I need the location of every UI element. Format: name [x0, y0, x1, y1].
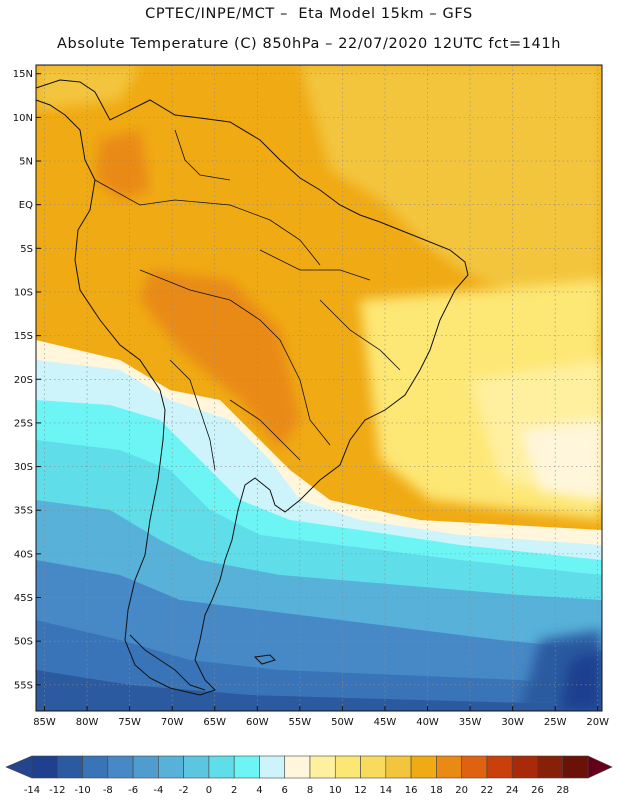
lat-label: 50S [14, 637, 33, 648]
lon-label: 60W [246, 717, 269, 728]
colorbar-over-arrow [587, 755, 613, 779]
lon-label: 45W [374, 717, 397, 728]
lat-label: 30S [14, 462, 33, 473]
field-deepest-southeast [560, 650, 602, 711]
colorbar-box [158, 755, 184, 779]
lon-label: 35W [459, 717, 482, 728]
colorbar-box [537, 755, 564, 779]
field-atlantic-warm [300, 65, 602, 330]
lat-label: 45S [14, 593, 33, 604]
temperature-field [36, 65, 602, 711]
map-title-line2: Absolute Temperature (C) 850hPa – 22/07/… [57, 36, 561, 52]
colorbar-box [107, 755, 134, 779]
lat-label: 15S [14, 331, 33, 342]
lon-label: 75W [118, 717, 141, 728]
colorbar-label: 26 [531, 785, 544, 796]
colorbar-label: 6 [282, 785, 288, 796]
colorbar-box [208, 755, 235, 779]
colorbar-label: 4 [256, 785, 262, 796]
longitude-axis: 85W 80W 75W 70W 65W 60W 55W 50W 45W 40W 35W 30W 25W 2… [33, 706, 609, 728]
country-borders [94, 129, 401, 471]
colorbar-label: -14 [24, 785, 40, 796]
map-title-line1: CPTEC/INPE/MCT – Eta Model 15km – GFS [145, 6, 473, 22]
lat-label: 20S [14, 375, 33, 386]
lon-label: 30W [501, 717, 524, 728]
colorbar-label: 24 [506, 785, 519, 796]
colorbar-box [334, 755, 361, 779]
lat-label: 5N [19, 157, 33, 168]
colorbar-box [410, 755, 437, 779]
colorbar-label: 0 [206, 785, 212, 796]
coastline [35, 79, 469, 696]
colorbar-label: -12 [49, 785, 65, 796]
lon-label: 25W [544, 717, 567, 728]
field-subtropical-pale2 [520, 420, 602, 500]
colorbar-box [82, 755, 109, 779]
lon-label: 40W [416, 717, 439, 728]
lat-label: 15N [13, 69, 33, 80]
lat-label: EQ [19, 200, 33, 211]
lon-label: 70W [161, 717, 184, 728]
lat-label: 5S [20, 244, 33, 255]
colorbar-box [183, 755, 210, 779]
colorbar-label: -6 [128, 785, 138, 796]
colorbar-label: 8 [307, 785, 313, 796]
field-hot-interior [140, 270, 300, 450]
colorbar-label: 12 [354, 785, 367, 796]
colorbar-label: 16 [405, 785, 418, 796]
lat-label: 35S [14, 506, 33, 517]
colorbar-label: 22 [481, 785, 494, 796]
colorbar-label: 20 [455, 785, 468, 796]
colorbar-box [284, 755, 311, 779]
band-blue4 [36, 670, 602, 711]
lat-label: 55S [14, 680, 33, 691]
colorbar-label: 2 [231, 785, 237, 796]
colorbar-box [309, 755, 336, 779]
colorbar-box [486, 755, 513, 779]
colorbar-box [385, 755, 412, 779]
band-blue3 [36, 620, 602, 711]
colorbar-label: 18 [430, 785, 443, 796]
lat-label: 10S [14, 287, 33, 298]
colorbar-under-arrow [5, 755, 33, 779]
colorbar-label: -2 [179, 785, 189, 796]
field-hot-north [95, 130, 150, 200]
lon-label: 55W [289, 717, 312, 728]
lon-label: 50W [331, 717, 354, 728]
colorbar-label: 28 [556, 785, 569, 796]
colorbar-box [31, 755, 58, 779]
colorbar-box [436, 755, 462, 779]
lat-label: 40S [14, 549, 33, 560]
lon-label: 80W [76, 717, 99, 728]
colorbar-label: -8 [103, 785, 113, 796]
latitude-axis: 15N 10N 5N EQ 5S 10S 15S 20S 25S 30S 35S 40S 45S 50S 5… [13, 69, 41, 691]
colorbar-boxes [5, 755, 613, 779]
lat-label: 25S [14, 418, 33, 429]
colorbar-label: 10 [329, 785, 342, 796]
colorbar-box [132, 755, 159, 779]
lon-label: 20W [586, 717, 609, 728]
colorbar-label: -4 [153, 785, 163, 796]
colorbar-box [461, 755, 488, 779]
colorbar-labels: -14 -12 -10 -8 -6 -4 -2 0 2 4 6 8 10 12 14 16 18 20 22 24 26… [24, 785, 569, 796]
colorbar-box [511, 755, 538, 779]
colorbar-label: 14 [379, 785, 392, 796]
colorbar-box [562, 755, 589, 779]
lon-label: 65W [203, 717, 226, 728]
colorbar-box [233, 755, 260, 779]
lat-label: 10N [13, 113, 33, 124]
colorbar-box [259, 755, 286, 779]
map-frame [35, 64, 603, 712]
lon-label: 85W [33, 717, 56, 728]
colorbar-label: -10 [74, 785, 90, 796]
colorbar-box [56, 755, 83, 779]
colorbar-box [360, 755, 387, 779]
